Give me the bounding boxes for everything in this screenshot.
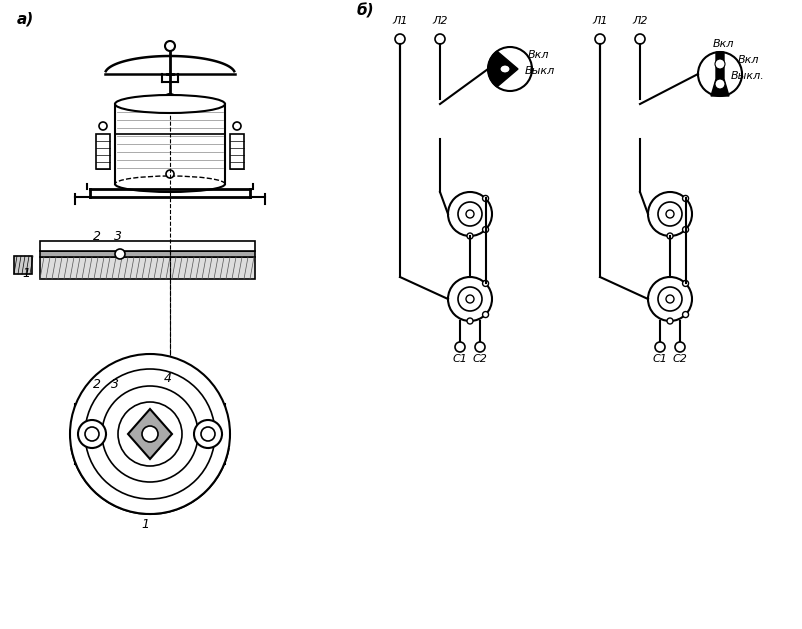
Circle shape <box>594 34 604 44</box>
Circle shape <box>482 196 488 201</box>
Text: Выкл.: Выкл. <box>730 71 764 81</box>
Text: 2: 2 <box>93 230 101 243</box>
Circle shape <box>467 233 472 239</box>
FancyBboxPatch shape <box>14 256 32 274</box>
FancyBboxPatch shape <box>40 241 255 251</box>
Circle shape <box>164 41 175 51</box>
Text: Л1: Л1 <box>391 16 407 26</box>
Text: 3: 3 <box>114 230 122 243</box>
Ellipse shape <box>500 65 509 73</box>
Circle shape <box>682 311 687 318</box>
Text: Л1: Л1 <box>592 16 607 26</box>
Circle shape <box>99 122 107 130</box>
Circle shape <box>714 59 724 69</box>
Circle shape <box>657 287 681 311</box>
Circle shape <box>682 196 687 201</box>
Circle shape <box>714 79 724 89</box>
Polygon shape <box>128 409 172 459</box>
Circle shape <box>647 192 691 236</box>
Circle shape <box>666 318 672 324</box>
FancyBboxPatch shape <box>40 257 255 279</box>
Text: Л2: Л2 <box>431 16 448 26</box>
Circle shape <box>465 210 473 218</box>
Circle shape <box>85 427 99 441</box>
Circle shape <box>647 277 691 321</box>
Circle shape <box>455 342 464 352</box>
Circle shape <box>70 354 229 514</box>
Circle shape <box>488 47 532 91</box>
FancyBboxPatch shape <box>229 134 244 169</box>
Text: 3: 3 <box>111 377 119 391</box>
Text: б): б) <box>356 3 374 19</box>
Circle shape <box>674 342 684 352</box>
Text: Вкл: Вкл <box>736 55 758 65</box>
Circle shape <box>457 287 481 311</box>
Text: а): а) <box>16 11 34 26</box>
Ellipse shape <box>115 95 225 113</box>
Circle shape <box>115 249 125 259</box>
Circle shape <box>194 420 221 448</box>
Circle shape <box>482 226 488 233</box>
Circle shape <box>448 192 492 236</box>
Circle shape <box>233 122 241 130</box>
Circle shape <box>665 295 673 303</box>
Circle shape <box>482 281 488 286</box>
Circle shape <box>465 295 473 303</box>
Text: С2: С2 <box>672 354 687 364</box>
Text: С2: С2 <box>472 354 487 364</box>
Text: С1: С1 <box>652 354 666 364</box>
Circle shape <box>682 281 687 286</box>
Circle shape <box>142 426 158 442</box>
Text: С1: С1 <box>452 354 467 364</box>
Circle shape <box>666 233 672 239</box>
Circle shape <box>657 202 681 226</box>
Circle shape <box>102 386 198 482</box>
Circle shape <box>467 318 472 324</box>
Circle shape <box>482 311 488 318</box>
Circle shape <box>634 34 644 44</box>
Circle shape <box>118 402 182 466</box>
Circle shape <box>395 34 404 44</box>
Circle shape <box>85 369 215 499</box>
Text: 1: 1 <box>22 267 30 281</box>
Circle shape <box>475 342 484 352</box>
Text: Л2: Л2 <box>631 16 647 26</box>
FancyBboxPatch shape <box>96 134 110 169</box>
Circle shape <box>200 427 215 441</box>
Circle shape <box>654 342 664 352</box>
Circle shape <box>448 277 492 321</box>
Text: Вкл: Вкл <box>711 39 733 49</box>
FancyBboxPatch shape <box>75 404 225 464</box>
Circle shape <box>665 210 673 218</box>
Text: Выкл: Выкл <box>525 66 554 76</box>
Circle shape <box>78 420 106 448</box>
Circle shape <box>166 170 174 178</box>
Circle shape <box>682 226 687 233</box>
Circle shape <box>435 34 444 44</box>
Circle shape <box>457 202 481 226</box>
Text: Вкл: Вкл <box>527 50 548 60</box>
Text: 4: 4 <box>164 372 172 386</box>
Text: 1: 1 <box>141 518 149 530</box>
Polygon shape <box>488 51 517 87</box>
Circle shape <box>697 52 741 96</box>
Polygon shape <box>710 52 728 96</box>
Text: 2: 2 <box>93 377 101 391</box>
FancyBboxPatch shape <box>40 251 255 257</box>
